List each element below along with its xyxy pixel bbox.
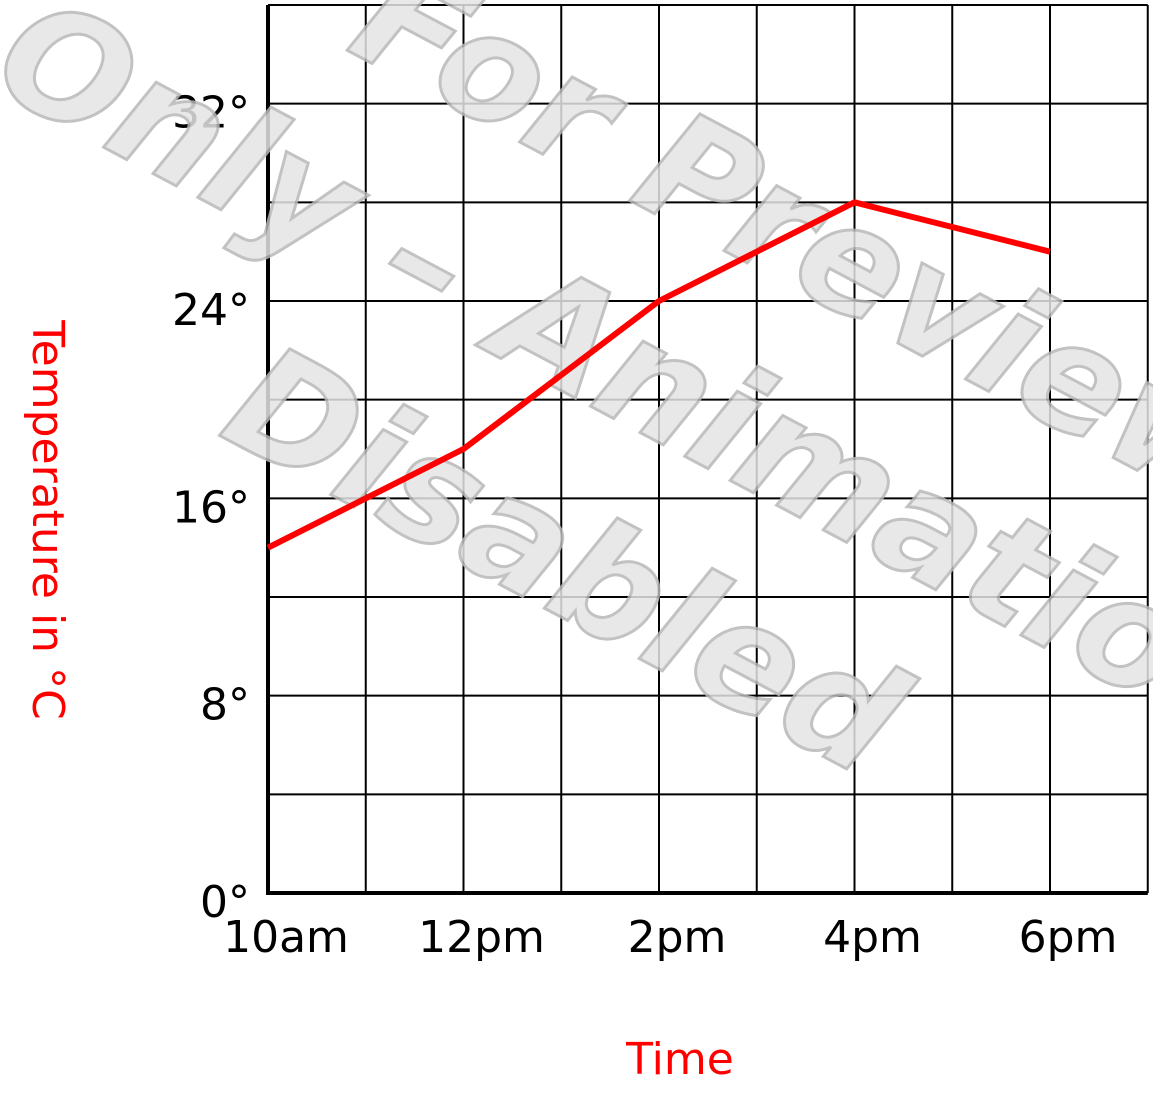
y-tick-label: 16° [172,482,250,533]
x-tick-label: 12pm [418,912,545,963]
y-tick-label: 32° [172,88,250,139]
y-axis-label: Temperature in °C [22,319,73,720]
x-tick-label: 6pm [1019,912,1118,963]
x-tick-label: 10am [223,912,349,963]
x-tick-label: 4pm [823,912,922,963]
line-series [266,199,1051,551]
x-tick-label: 2pm [628,912,727,963]
y-tick-label: 24° [172,285,250,336]
y-tick-label: 8° [200,680,250,731]
y-tick-label: 0° [200,877,250,928]
x-axis-label: Time [625,1034,734,1085]
